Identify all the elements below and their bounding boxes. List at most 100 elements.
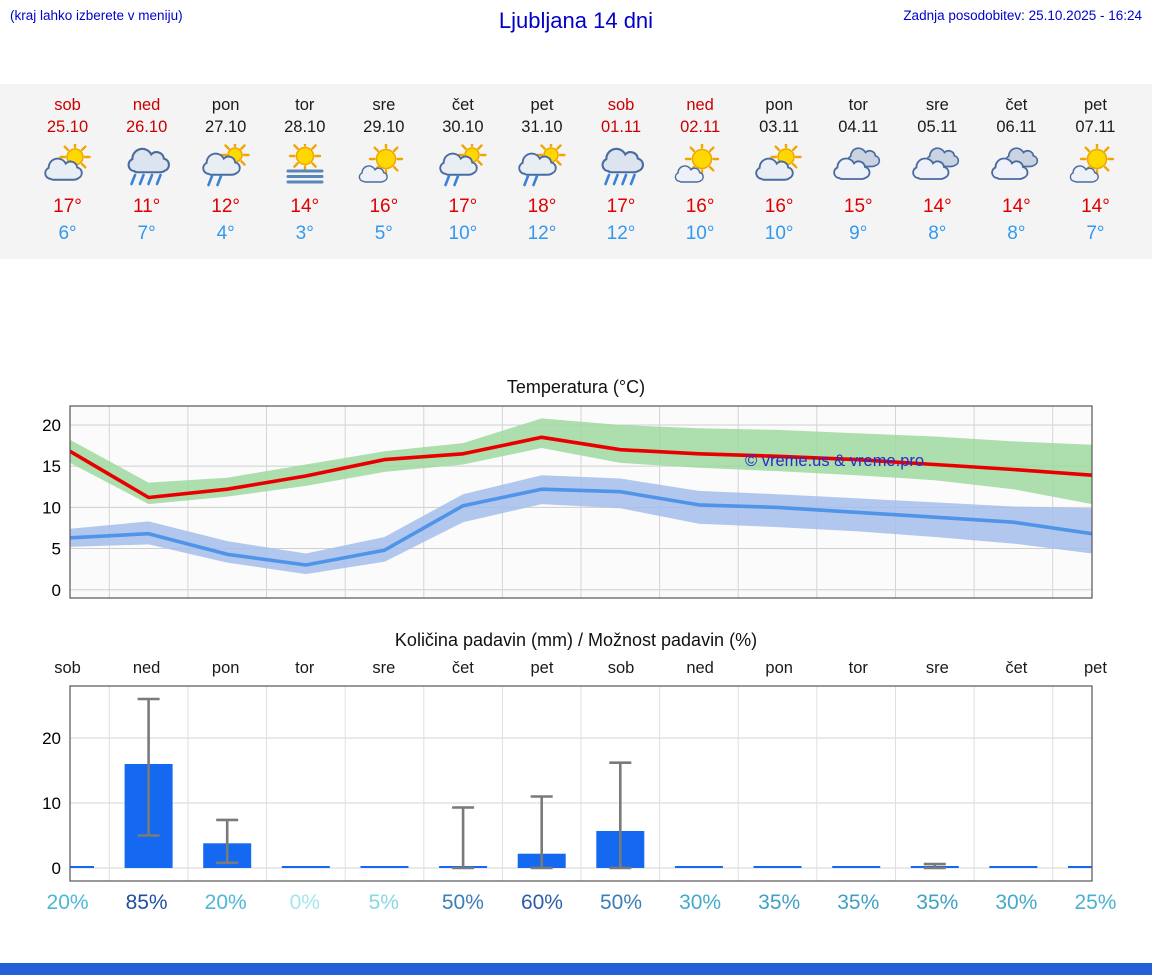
precip-day-label: ned [132,659,161,677]
sun-cloud-icon [28,141,107,191]
mostly-sunny-icon [1056,141,1135,191]
low-temp-label: 6° [58,223,77,244]
svg-text:15: 15 [42,457,61,476]
high-temp-label: 14° [1002,196,1031,217]
precip-probability-label: 30% [679,891,722,914]
precip-day-label: sob [54,659,81,677]
last-updated: Zadnja posodobitev: 25.10.2025 - 16:24 [903,8,1142,23]
precip-day-label: pet [530,659,554,677]
cloudy-icon [819,141,898,191]
precip-day-label: sre [925,659,949,677]
temperature-chart: 0 5 10 15 20 © vreme.us & vreme.pro [42,405,1093,600]
svg-text:0: 0 [52,581,61,600]
sun-cloud-icon [740,141,819,191]
menu-hint: (kraj lahko izberete v meniju) [10,8,183,23]
low-temp-label: 12° [606,223,636,244]
day-column: pon 03.11 16° 10° [740,96,819,245]
svg-text:10: 10 [42,794,61,813]
precip-day-label: čet [1005,659,1028,677]
day-date-label: 06.11 [996,118,1037,136]
day-date-label: 07.11 [1075,118,1116,136]
day-name-label: čet [451,96,474,114]
sun-fog-icon [265,141,344,191]
precip-day-label: tor [848,659,868,677]
day-column: sob 25.10 17° 6° [28,96,107,245]
low-temp-label: 10° [448,223,478,244]
day-date-label: 04.11 [838,118,879,136]
low-temp-label: 10° [764,223,794,244]
precipitation-chart-title: Količina padavin (mm) / Možnost padavin … [394,630,758,650]
precip-day-label: čet [451,659,474,677]
day-name-label: pon [211,96,240,114]
day-date-label: 30.10 [442,118,484,136]
forecast-strip: sob 25.10 17° 6° ned 26.10 11° 7° pon 27.10 12° 4° t… [0,84,1152,259]
low-temp-label: 7° [1086,223,1105,244]
watermark: © vreme.us & vreme.pro [745,452,924,470]
temperature-chart-title: Temperatura (°C) [506,377,646,397]
high-temp-label: 14° [922,196,952,217]
rain-icon [107,141,186,191]
sun-cloud-rain-icon [186,141,265,191]
low-temp-label: 8° [928,223,947,244]
day-name-label: ned [132,96,161,114]
high-temp-label: 15° [843,196,873,217]
precip-day-label: sre [372,659,396,677]
day-name-label: ned [686,96,714,114]
mostly-sunny-icon [344,141,423,191]
cloudy-icon [977,141,1056,191]
precip-day-labels: sob ned pon tor sre čet pet sob ned pon tor sre čet p… [0,659,1152,678]
day-column: ned 26.10 11° 7° [107,96,186,245]
day-date-label: 25.10 [46,118,89,136]
high-temp-label: 18° [527,196,557,217]
high-temp-label: 16° [764,196,794,217]
page-title: Ljubljana 14 dni [498,8,654,33]
day-name-label: pet [530,96,554,114]
day-column: čet 06.11 14° 8° [977,96,1056,245]
day-name-label: tor [848,96,868,114]
precip-probability-label: 50% [441,891,484,914]
precip-probability-label: 85% [125,891,168,914]
svg-text:5: 5 [52,540,61,559]
precip-probability-label: 5% [368,891,399,914]
day-date-label: 02.11 [680,118,721,136]
precip-probability-label: 20% [204,891,247,914]
day-date-label: 28.10 [284,118,326,136]
precip-probability-label: 0% [289,891,320,914]
rain-icon [581,141,660,191]
day-date-label: 05.11 [917,118,958,136]
svg-text:20: 20 [42,729,61,748]
day-column: tor 28.10 14° 3° [265,96,344,245]
high-temp-label: 17° [53,196,82,217]
svg-text:20: 20 [42,416,61,435]
day-date-label: 01.11 [600,118,642,136]
sun-cloud-rain-icon [423,141,502,191]
day-name-label: pet [1083,96,1107,114]
precip-probability-label: 30% [995,891,1038,914]
precip-day-label: pet [1083,659,1107,677]
high-temp-label: 16° [685,196,715,217]
precip-day-label: ned [686,659,714,677]
high-temp-label: 12° [211,196,241,217]
low-temp-label: 10° [685,223,715,244]
precip-day-label: pon [211,659,240,677]
day-date-label: 29.10 [363,118,405,136]
day-column: sob 01.11 17° 12° [581,96,660,245]
precip-probability-row: 20% 85% 20% 0% 5% 50% 60% 50% 30% 35% 35% 35% 30% 25% [0,891,1152,915]
day-column: čet 30.10 17° 10° [423,96,502,245]
day-name-label: čet [1005,96,1028,114]
high-temp-label: 17° [606,196,636,217]
day-column: pon 27.10 12° 4° [186,96,265,245]
day-date-label: 27.10 [205,118,247,136]
precip-day-label: sob [607,659,635,677]
low-temp-label: 4° [216,223,235,244]
low-temp-label: 3° [295,223,314,244]
precip-day-label: tor [295,659,315,677]
header: (kraj lahko izberete v meniju) Ljubljana… [0,0,1152,34]
precip-day-label: pon [765,659,793,677]
day-name-label: sre [372,96,396,114]
day-column: pet 31.10 18° 12° [502,96,581,245]
cloudy-icon [898,141,977,191]
precip-probability-label: 60% [520,891,563,914]
day-column: sre 29.10 16° 5° [344,96,423,245]
day-name-label: sob [607,96,635,114]
